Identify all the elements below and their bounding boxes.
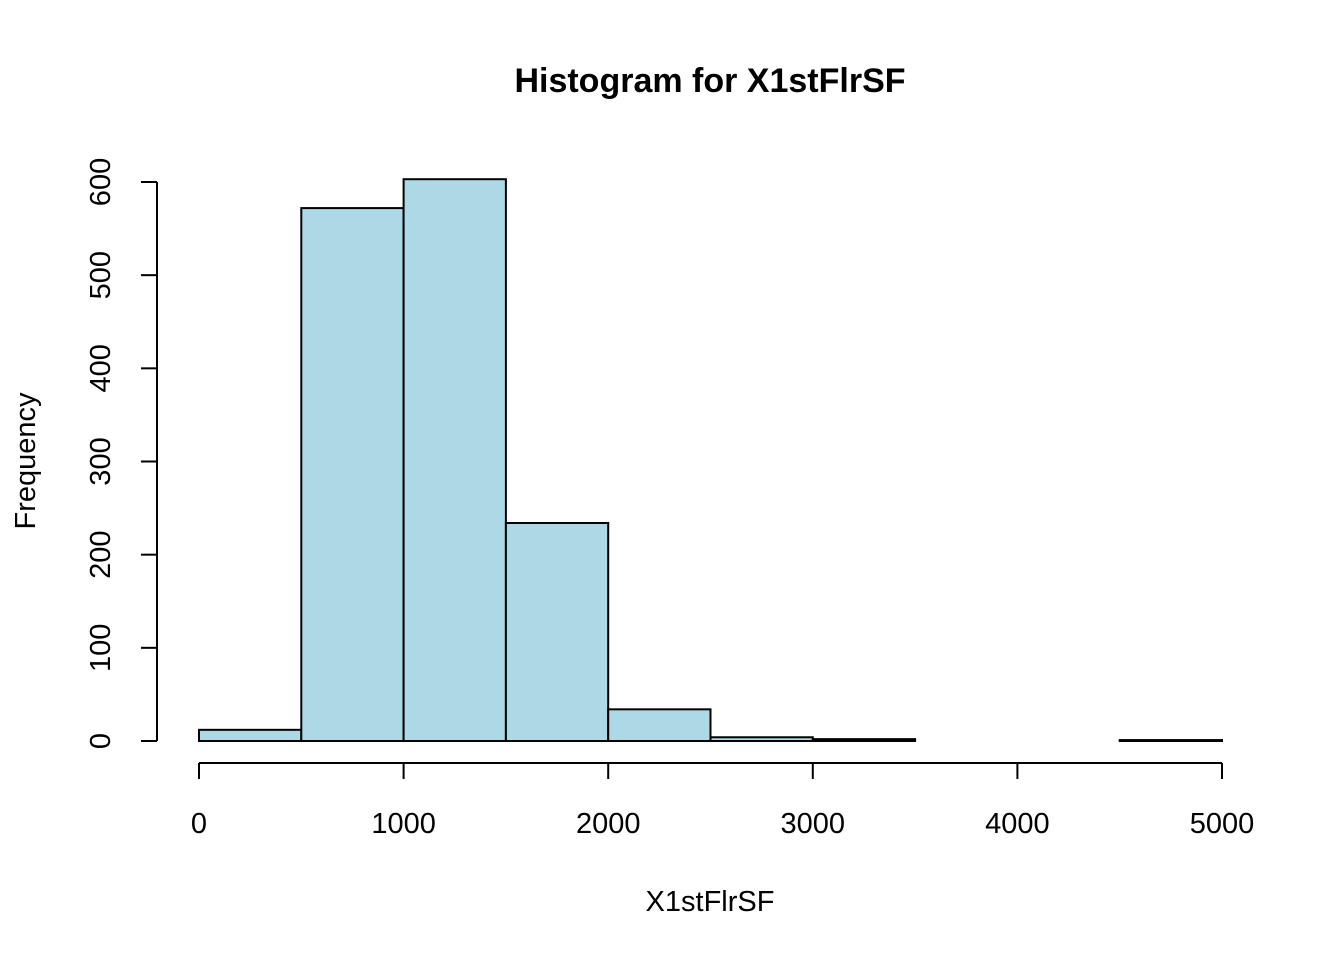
x-axis: 0 1000 2000 3000 4000 5000 <box>191 762 1255 840</box>
histogram-bar <box>402 178 507 742</box>
x-tick-label: 1000 <box>371 808 436 840</box>
x-tick-label: 4000 <box>985 808 1050 840</box>
histogram-bar <box>198 728 303 743</box>
chart-title: Histogram for X1stFlrSF <box>514 62 905 100</box>
y-tick-label: 100 <box>85 624 117 672</box>
y-tick-label: 200 <box>85 530 117 578</box>
bars-group <box>198 178 1223 743</box>
histogram-bar <box>504 521 610 742</box>
x-axis-label: X1stFlrSF <box>646 886 775 918</box>
histogram-bar <box>300 207 405 742</box>
histogram-bar <box>811 738 917 742</box>
y-axis: 0 100 200 300 400 500 600 <box>85 158 158 749</box>
x-tick-label: 3000 <box>781 808 846 840</box>
x-tick-label: 5000 <box>1190 808 1255 840</box>
y-tick-label: 300 <box>85 437 117 485</box>
histogram-bar <box>709 736 814 742</box>
x-tick-label: 2000 <box>576 808 641 840</box>
y-tick-label: 500 <box>85 251 117 299</box>
histogram-bar <box>607 708 712 742</box>
y-tick-label: 0 <box>85 733 117 749</box>
histogram-bar <box>1118 739 1223 743</box>
y-axis-label: Frequency <box>10 392 42 530</box>
y-tick-label: 600 <box>85 158 117 206</box>
y-tick-label: 400 <box>85 344 117 392</box>
x-tick-label: 0 <box>191 808 207 840</box>
